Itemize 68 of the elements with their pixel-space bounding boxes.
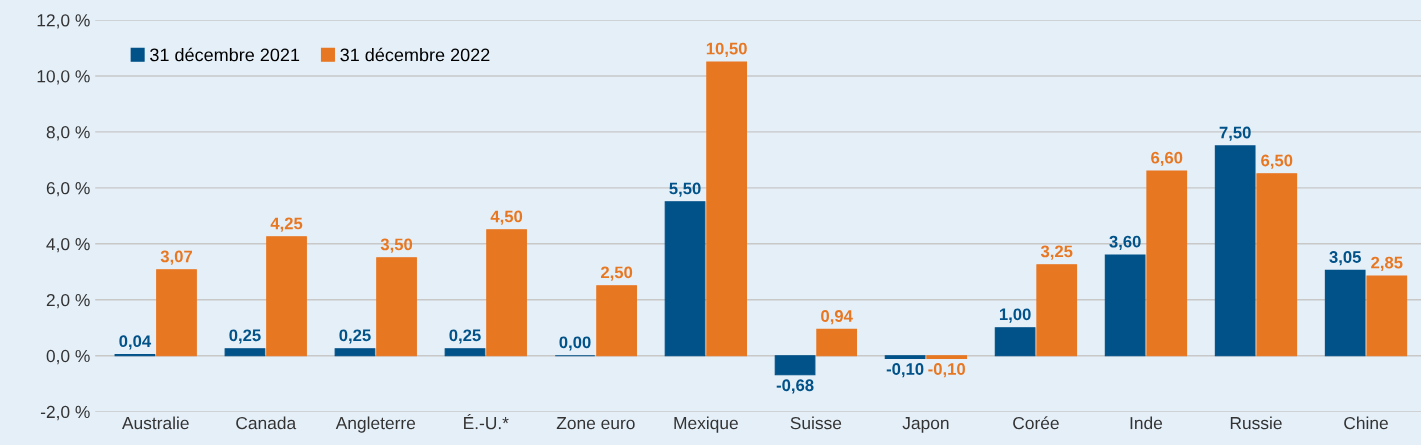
data-label: -0,68 xyxy=(776,379,814,394)
bar xyxy=(1256,173,1298,357)
data-label: 5,50 xyxy=(669,182,701,197)
data-label: 0,00 xyxy=(559,336,591,351)
data-label: 2,50 xyxy=(600,266,633,281)
bar xyxy=(994,327,1036,357)
bar xyxy=(266,236,307,357)
data-label: 3,07 xyxy=(160,250,192,265)
bar xyxy=(1036,264,1078,357)
data-label: 0,25 xyxy=(449,329,481,344)
bar xyxy=(1214,145,1256,357)
bar xyxy=(376,257,417,357)
bar xyxy=(926,355,968,360)
data-label: 6,60 xyxy=(1151,151,1183,166)
data-label: 10,50 xyxy=(706,42,747,57)
data-label: 0,25 xyxy=(229,329,261,344)
data-label: 0,25 xyxy=(339,329,371,344)
data-label: 2,85 xyxy=(1371,256,1403,271)
x-tick-label: Canada xyxy=(236,416,297,430)
data-label: 4,25 xyxy=(270,217,303,232)
x-tick-label: Japon xyxy=(902,417,949,433)
bar xyxy=(1324,269,1366,357)
bar xyxy=(816,328,858,357)
bar xyxy=(224,348,266,357)
y-tick-label: 6,0 % xyxy=(46,182,90,197)
data-label: 0,94 xyxy=(821,310,853,325)
bar xyxy=(1146,170,1188,357)
legend-label: 31 décembre 2021 xyxy=(150,47,300,62)
x-tick-label: Corée xyxy=(1013,416,1059,430)
legend-label: 31 décembre 2022 xyxy=(340,47,490,62)
y-tick-label: 10,0 % xyxy=(37,70,90,85)
data-label: -0,10 xyxy=(928,363,965,378)
x-tick-label: Angleterre xyxy=(335,416,416,433)
x-tick-label: Mexique xyxy=(674,416,738,433)
data-label: 3,25 xyxy=(1040,245,1073,260)
bar xyxy=(664,201,706,357)
data-label: 0,04 xyxy=(119,335,152,350)
bar xyxy=(486,229,527,357)
bar xyxy=(1366,275,1408,357)
y-tick-label: 12,0 % xyxy=(37,14,90,29)
y-tick-label: 2,0 % xyxy=(46,293,90,309)
y-tick-label: 0,0 % xyxy=(46,349,90,365)
x-tick-label: Suisse xyxy=(790,416,842,430)
data-label: 1,00 xyxy=(999,308,1031,323)
data-label: 3,05 xyxy=(1329,251,1361,266)
x-tick-label: Inde xyxy=(1130,416,1163,430)
bar xyxy=(596,285,637,357)
bar xyxy=(884,355,926,360)
bar xyxy=(1104,254,1146,357)
bar xyxy=(774,355,816,376)
data-label: 3,50 xyxy=(380,238,413,253)
x-tick-label: Chine xyxy=(1344,416,1388,430)
bar xyxy=(334,348,376,357)
y-tick-label: -2,0 % xyxy=(40,405,90,421)
bar xyxy=(706,61,747,357)
bar xyxy=(444,348,486,357)
data-label: -0,10 xyxy=(886,363,924,378)
x-tick-label: É.-U.* xyxy=(464,414,509,430)
data-label: 3,60 xyxy=(1109,235,1141,250)
bar xyxy=(156,269,197,357)
x-tick-label: Australie xyxy=(121,416,189,430)
x-tick-label: Zone euro xyxy=(556,417,635,430)
data-label: 4,50 xyxy=(490,210,523,225)
x-tick-label: Russie xyxy=(1230,416,1282,430)
data-label: 6,50 xyxy=(1261,154,1293,169)
data-label: 7,50 xyxy=(1219,126,1251,141)
y-tick-label: 8,0 % xyxy=(46,126,90,141)
y-tick-label: 4,0 % xyxy=(46,237,90,253)
